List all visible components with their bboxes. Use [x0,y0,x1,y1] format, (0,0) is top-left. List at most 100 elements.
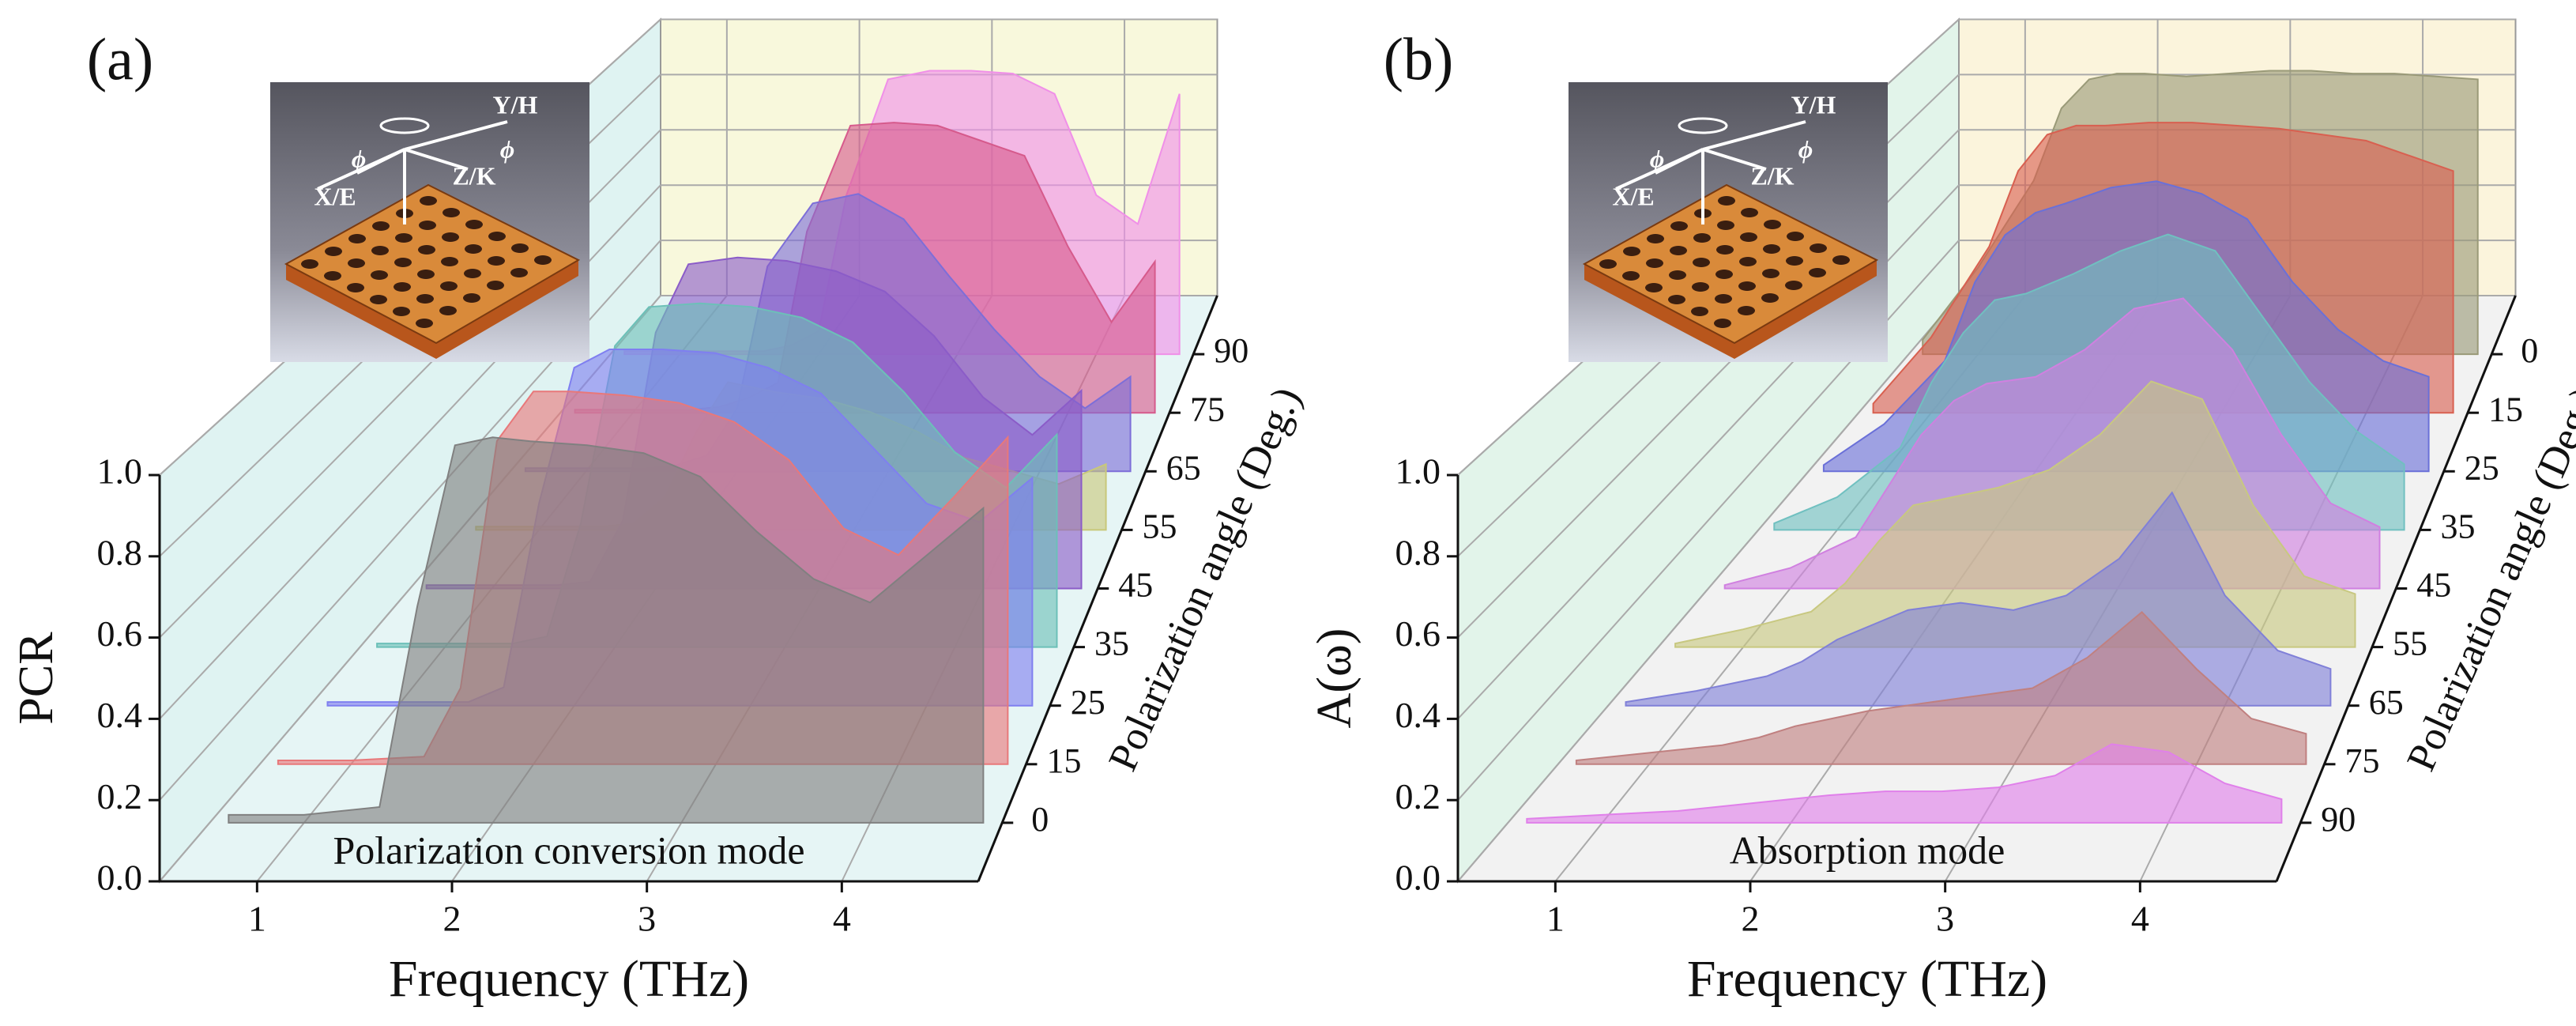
unit-cell [371,246,389,255]
inset-label: Z/K [1750,161,1794,190]
unit-cell [1832,255,1850,265]
series-area [228,436,985,824]
unit-cell [510,268,528,277]
unit-cell [443,208,460,217]
y-tick-label: 0.8 [97,532,143,572]
z-tick-label: 55 [2393,624,2427,663]
axis-arrow [1702,120,1806,151]
inset-label: Y/H [493,90,538,119]
z-axis [2275,295,2517,882]
axis-arrow [404,148,469,171]
unit-cell [1692,282,1709,292]
series-area [1575,611,2307,765]
unit-cell [1741,208,1758,217]
inset-label: X/E [1612,182,1654,210]
unit-cell [1762,269,1779,278]
unit-cell [394,258,412,267]
unit-cell [441,257,458,266]
unit-cell [1809,268,1826,277]
z-axis [977,295,1218,882]
unit-cell [371,270,388,280]
y-tick-label: 0.8 [1395,532,1441,572]
inset-label: X/E [314,182,356,210]
unit-cell [372,221,390,231]
z-tick-label: 0 [1031,800,1049,839]
inset-label: ϕ [500,134,515,163]
metasurface-side [286,260,578,359]
z-tick-label: 75 [1190,390,1225,428]
axis-arrow [1655,148,1704,175]
inset-label: ϕ [1650,144,1665,172]
x-tick-label: 4 [2131,899,2149,939]
unit-cell [1810,243,1827,253]
unit-cell [1785,281,1802,290]
unit-cell [370,295,387,304]
unit-cell [419,221,436,230]
y-tick-label: 1.0 [1395,451,1441,492]
z-tick-label: 55 [1142,507,1177,545]
inset-label: ϕ [1798,134,1813,163]
unit-cell [1599,259,1617,269]
polarization-ring [1678,117,1728,134]
z-tick-label: 90 [1214,331,1248,370]
unit-cell [393,307,410,316]
unit-cell [1738,306,1755,315]
unit-cell [1718,196,1735,206]
unit-cell [348,234,366,243]
panel-label: (b) [1384,26,1454,92]
unit-cell [1622,271,1640,281]
y-axis-label: PCR [9,632,63,725]
unit-cell [487,281,504,290]
unit-cell [1645,283,1663,292]
unit-cell [347,283,364,292]
unit-cell [1693,258,1710,267]
unit-cell [1670,221,1688,231]
unit-cell [1717,221,1734,230]
unit-cell [420,196,437,206]
unit-cell [511,243,529,253]
axis-arrow [356,148,405,175]
unit-cell [1715,294,1732,304]
x-tick-label: 2 [1742,899,1760,939]
panel-label: (a) [87,26,153,92]
unit-cell [395,233,412,243]
z-tick-label: 65 [2369,683,2404,722]
unit-cell [1715,270,1733,279]
unit-cell [463,293,480,303]
grid-line [1457,295,1960,882]
unit-cell [1764,220,1781,229]
unit-cell [439,306,457,315]
unit-cell [465,220,483,229]
unit-cell [534,255,552,265]
y-axis-label: A(ω) [1308,628,1361,729]
metasurface-top [1582,183,1879,345]
panel: 1 2 3 40.00.20.40.60.81.0Y/HX/EZ/Kϕ ϕ0152535… [1308,17,2576,1008]
unit-cell [1740,232,1757,242]
z-tick-label: 15 [2488,390,2523,428]
unit-cell [1738,281,1756,291]
unit-cell [417,270,435,279]
y-tick-label: 0.0 [1395,858,1441,898]
metasurface-side [1584,260,1877,359]
axis-arrow [1702,148,1767,171]
inset-label: Z/K [452,161,495,190]
x-axis-label: Frequency (THz) [389,950,749,1008]
y-tick-label: 0.4 [97,695,143,735]
x-tick-label: 4 [833,899,851,939]
unit-cell [1669,270,1686,280]
unit-cell [301,259,318,269]
unit-cell [1693,233,1711,243]
y-tick-label: 0.4 [1395,695,1441,735]
x-tick-label: 3 [638,899,656,939]
unit-cell [394,282,411,292]
z-tick-label: 0 [2521,331,2538,370]
z-tick-label: 25 [2465,448,2499,487]
y-tick-label: 0.2 [1395,776,1441,817]
z-tick-label: 45 [1118,566,1153,605]
unit-cell [325,247,342,256]
x-tick-label: 2 [443,899,461,939]
z-tick-label: 35 [1094,624,1129,663]
annotation: Absorption mode [1730,828,2005,872]
unit-cell [348,258,365,268]
